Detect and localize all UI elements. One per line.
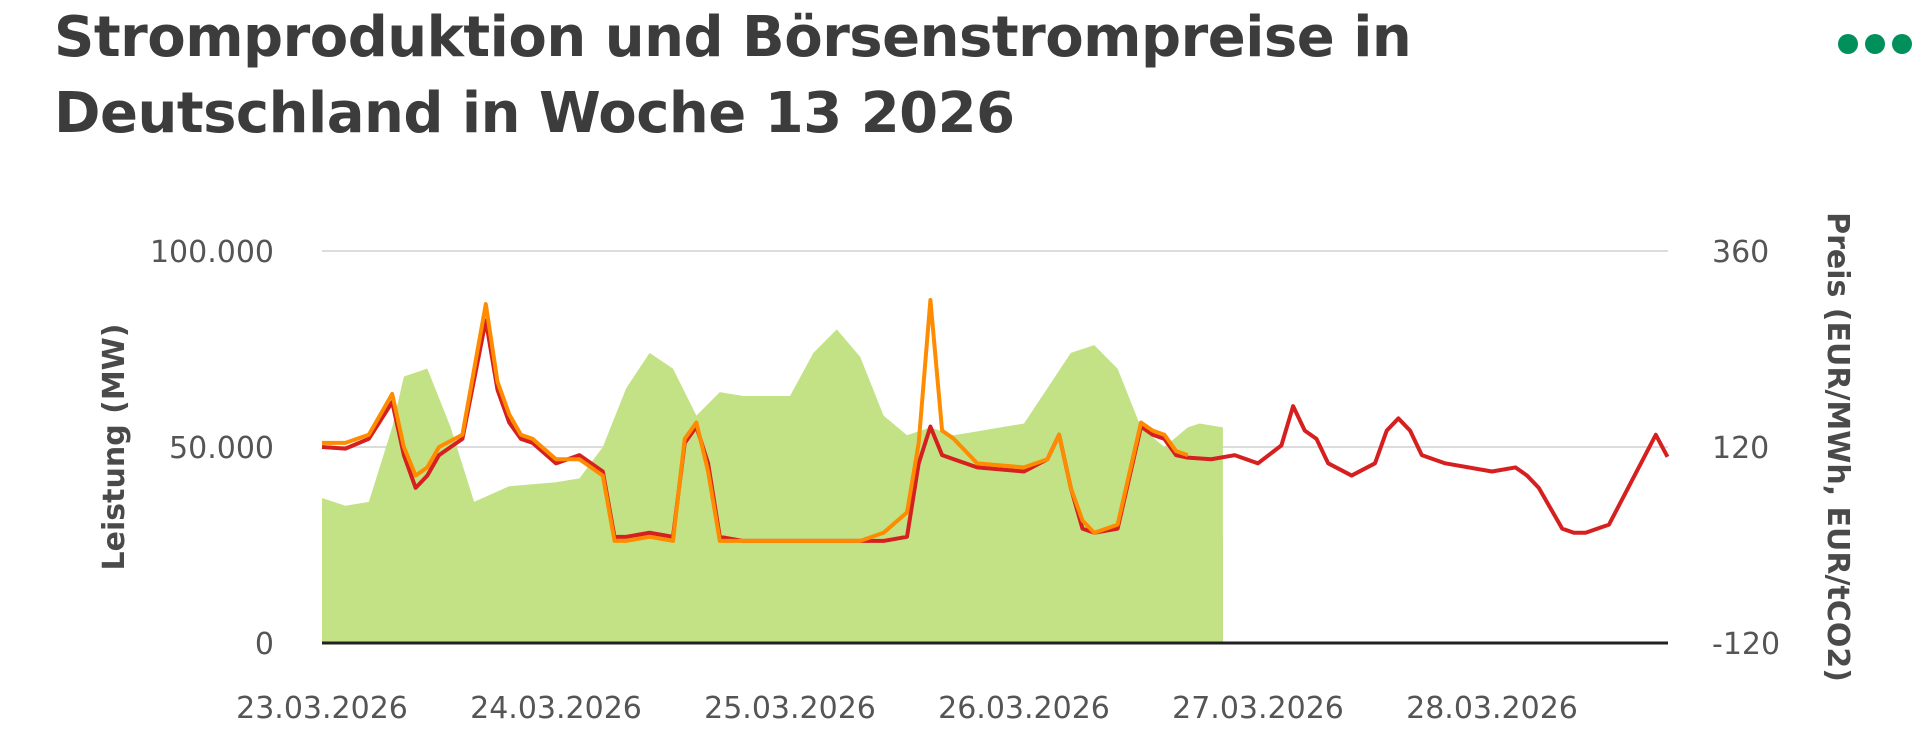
x-axis-ticks: 23.03.2026 24.03.2026 25.03.2026 26.03.2026… [236,691,1578,726]
series-layer [321,298,1670,643]
more-horizontal-icon-dot-2 [1865,34,1885,54]
series-line-3 [321,318,1670,543]
right-axis-ticks: -120 120 360 [1712,235,1780,662]
right-tick-label: -120 [1712,627,1780,662]
x-tick-label: 24.03.2026 [470,691,642,726]
more-horizontal-icon-dot-3 [1892,34,1912,54]
gridlines [322,250,1668,448]
left-tick-label: 0 [255,627,274,662]
left-axis-ticks: 0 50.000 100.000 [150,235,274,662]
more-horizontal-icon-dot-1 [1838,34,1858,54]
right-axis-title: Preis (EUR/MWh, EUR/tCO2) [1820,212,1855,682]
x-tick-label: 23.03.2026 [236,691,408,726]
more-options-button[interactable] [1838,22,1912,66]
right-tick-label: 360 [1712,235,1769,270]
chart-title: Stromproduktion und Börsenstrompreise in… [54,5,1412,146]
series-line-4 [322,298,1189,543]
x-tick-label: 27.03.2026 [1172,691,1344,726]
left-tick-label: 50.000 [169,431,274,466]
right-tick-label: 120 [1712,431,1769,466]
x-tick-label: 28.03.2026 [1406,691,1578,726]
x-tick-label: 25.03.2026 [704,691,876,726]
left-axis-title: Leistung (MW) [97,324,132,571]
series-area-2 [322,329,1223,643]
x-tick-label: 26.03.2026 [938,691,1110,726]
left-tick-label: 100.000 [150,235,274,270]
